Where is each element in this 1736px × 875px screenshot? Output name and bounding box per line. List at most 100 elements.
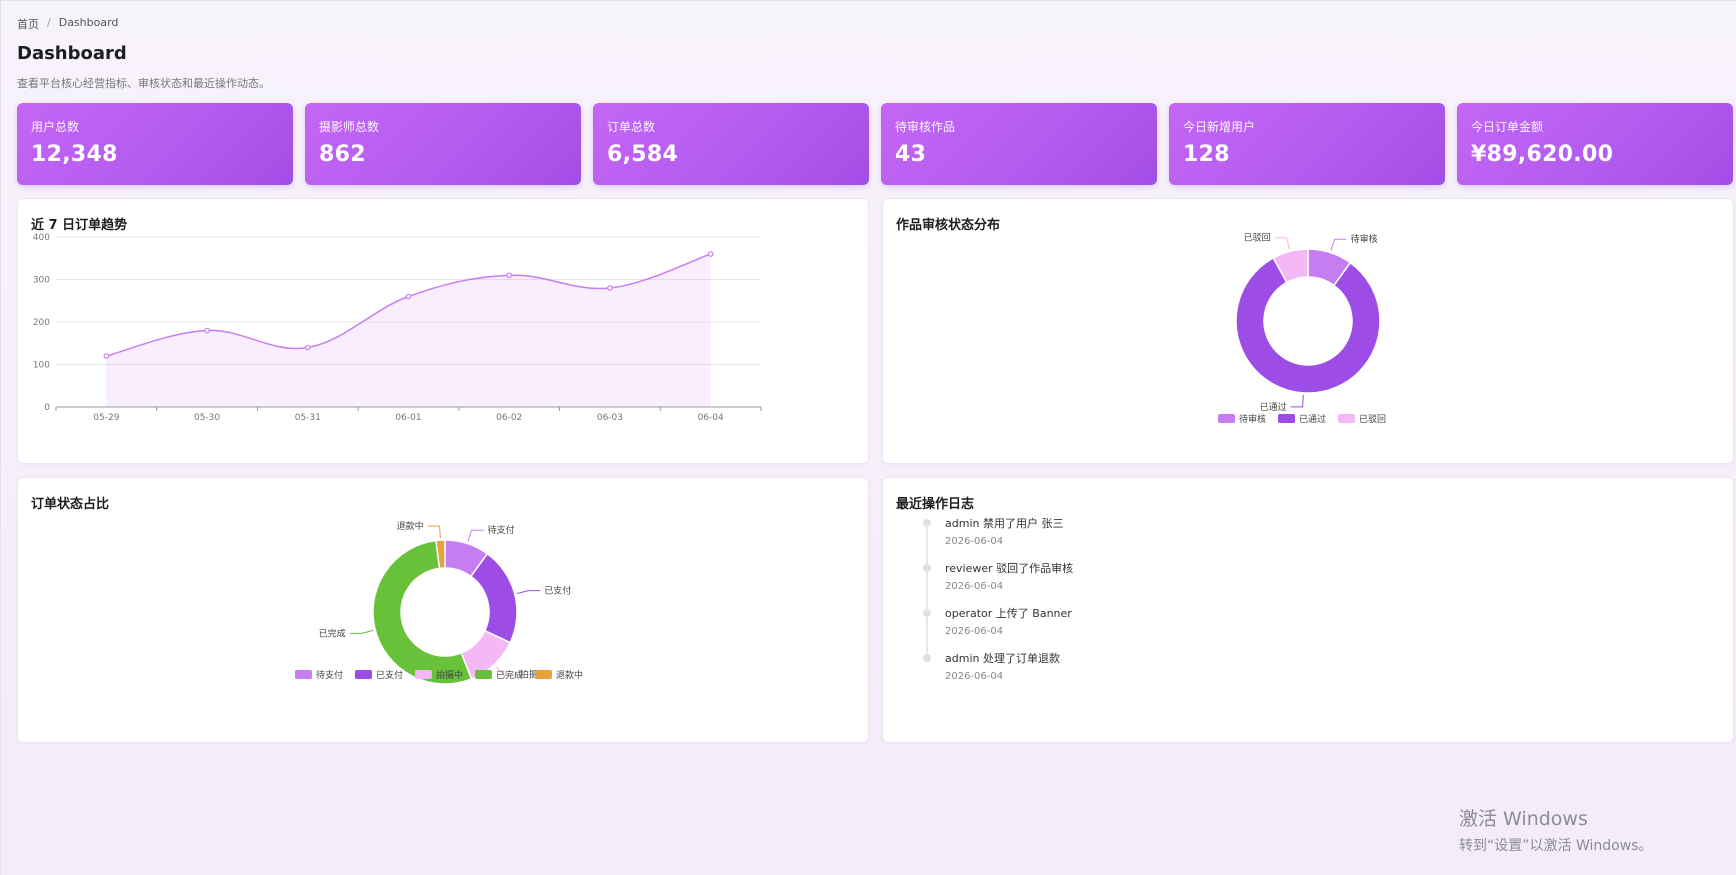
pie-slice [372,539,473,685]
legend-swatch [535,670,552,679]
panel-title: 作品审核状态分布 [896,218,1001,233]
pie-slice [469,552,518,644]
pie-slice [1235,256,1381,394]
label-leader-line [1290,394,1304,408]
panel-title: 近 7 日订单趋势 [31,218,128,233]
stat-label: 今日新增用户 [1183,120,1256,134]
x-tick-label: 06-04 [698,413,724,423]
pie-slice [435,539,446,570]
stat-value: 862 [319,142,366,167]
stat-card-orders: 订单总数 6,584 [593,103,869,185]
panel-title: 最近操作日志 [896,497,975,512]
y-tick-label: 0 [44,403,50,413]
legend-label: 退款中 [556,669,583,681]
timeline-dot [923,654,931,662]
stat-value: 128 [1183,142,1230,167]
data-point [506,272,513,279]
slice-label: 待支付 [488,524,515,536]
label-leader-line [467,529,484,542]
log-text: admin 处理了订单退款 [945,652,1060,665]
slice-label: 已支付 [544,585,571,597]
label-leader-line [349,629,374,634]
page-subtitle: 查看平台核心经营指标、审核状态和最近操作动态。 [17,77,270,90]
stats-row: 用户总数 12,348 摄影师总数 862 订单总数 6,584 待审核作品 4… [17,103,1733,185]
breadcrumb-home-link[interactable]: 首页 [17,18,39,31]
operation-log-panel: 最近操作日志 admin 禁用了用户 张三 2026-06-04 reviewe… [882,477,1734,743]
legend-swatch [1338,414,1355,423]
y-tick-label: 400 [33,233,50,243]
breadcrumb-separator: / [47,16,51,29]
timeline-item: operator 上传了 Banner 2026-06-04 [923,605,1531,650]
stat-card-photographers: 摄影师总数 862 [305,103,581,185]
stat-card-pending-works: 待审核作品 43 [881,103,1157,185]
legend-label: 已通过 [1299,413,1326,425]
legend-label: 已驳回 [1359,414,1386,425]
stat-label: 摄影师总数 [319,120,380,134]
review-status-panel: 作品审核状态分布 待审核 已通过 已驳回 待审核 已通过 已驳回 [882,198,1734,464]
stat-value: 12,348 [31,142,118,167]
legend-label: 待支付 [316,669,343,681]
order-status-panel: 订单状态占比 待支付 已支付 拍摄中 已完成 退款中 待支付 已支付 拍摄中 已完成 退款中 [17,477,869,743]
series-area [106,254,711,407]
watermark-subtitle: 转到“设置”以激活 Windows。 [1459,838,1653,854]
page-title: Dashboard [17,43,127,64]
legend-swatch [295,670,312,679]
label-leader-line [1330,238,1347,251]
log-time: 2026-06-04 [945,581,1004,592]
legend-swatch [475,670,492,679]
breadcrumb-current: Dashboard [58,16,119,29]
timeline-item: reviewer 驳回了作品审核 2026-06-04 [923,560,1531,605]
windows-activation-watermark: 激活 Windows 转到“设置”以激活 Windows。 [1459,804,1652,855]
x-tick-label: 06-03 [597,413,623,423]
stat-value: 6,584 [607,142,679,167]
log-text: operator 上传了 Banner [945,607,1072,620]
data-point [304,344,311,351]
stat-label: 待审核作品 [895,120,956,134]
y-tick-label: 200 [33,318,50,328]
slice-label: 已通过 [1260,401,1287,413]
legend-swatch [415,670,432,679]
y-tick-label: 300 [33,276,50,286]
data-point [607,285,613,291]
order-trend-chart: 0 100 200 300 400 05-29 05-30 05-31 06-01 06-02 06… [33,233,762,423]
legend-label: 已支付 [376,669,403,681]
legend-label: 拍摄中 [436,669,463,681]
x-tick-label: 05-31 [295,413,321,423]
stat-label: 订单总数 [607,120,656,134]
label-leader-line [1274,237,1291,250]
log-text: reviewer 驳回了作品审核 [945,562,1074,575]
log-time: 2026-06-04 [945,626,1004,637]
breadcrumb: 首页 / Dashboard [17,16,118,32]
timeline-dot [923,564,931,572]
label-leader-line [427,525,441,539]
x-tick-label: 06-01 [395,413,421,423]
label-leader-line [516,590,541,595]
slice-label: 待审核 [1351,233,1378,245]
timeline-item: admin 处理了订单退款 2026-06-04 [923,650,1531,695]
log-time: 2026-06-04 [945,671,1004,682]
x-tick-label: 05-30 [194,413,220,423]
data-point [707,251,714,257]
order-trend-panel: 近 7 日订单趋势 0 100 200 300 400 05-29 05-30 05-31 06… [17,198,869,464]
legend-swatch [355,670,372,679]
log-time: 2026-06-04 [945,536,1004,547]
data-point [103,353,110,359]
stat-card-new-users: 今日新增用户 128 [1169,103,1445,185]
slice-label: 已驳回 [1244,233,1271,244]
legend-label: 已完成 [496,669,523,681]
data-point [204,327,210,334]
label-leader-line [495,665,516,676]
data-point [405,293,412,300]
x-tick-label: 05-29 [93,413,119,423]
watermark-title: 激活 Windows [1459,808,1588,830]
timeline-dot [923,519,931,527]
stat-value: ¥89,620.00 [1471,142,1614,167]
stat-label: 用户总数 [31,120,80,134]
timeline-dot [923,609,931,617]
legend-label: 待审核 [1239,413,1266,425]
y-tick-label: 100 [33,361,50,371]
slice-label: 已完成 [319,627,346,639]
